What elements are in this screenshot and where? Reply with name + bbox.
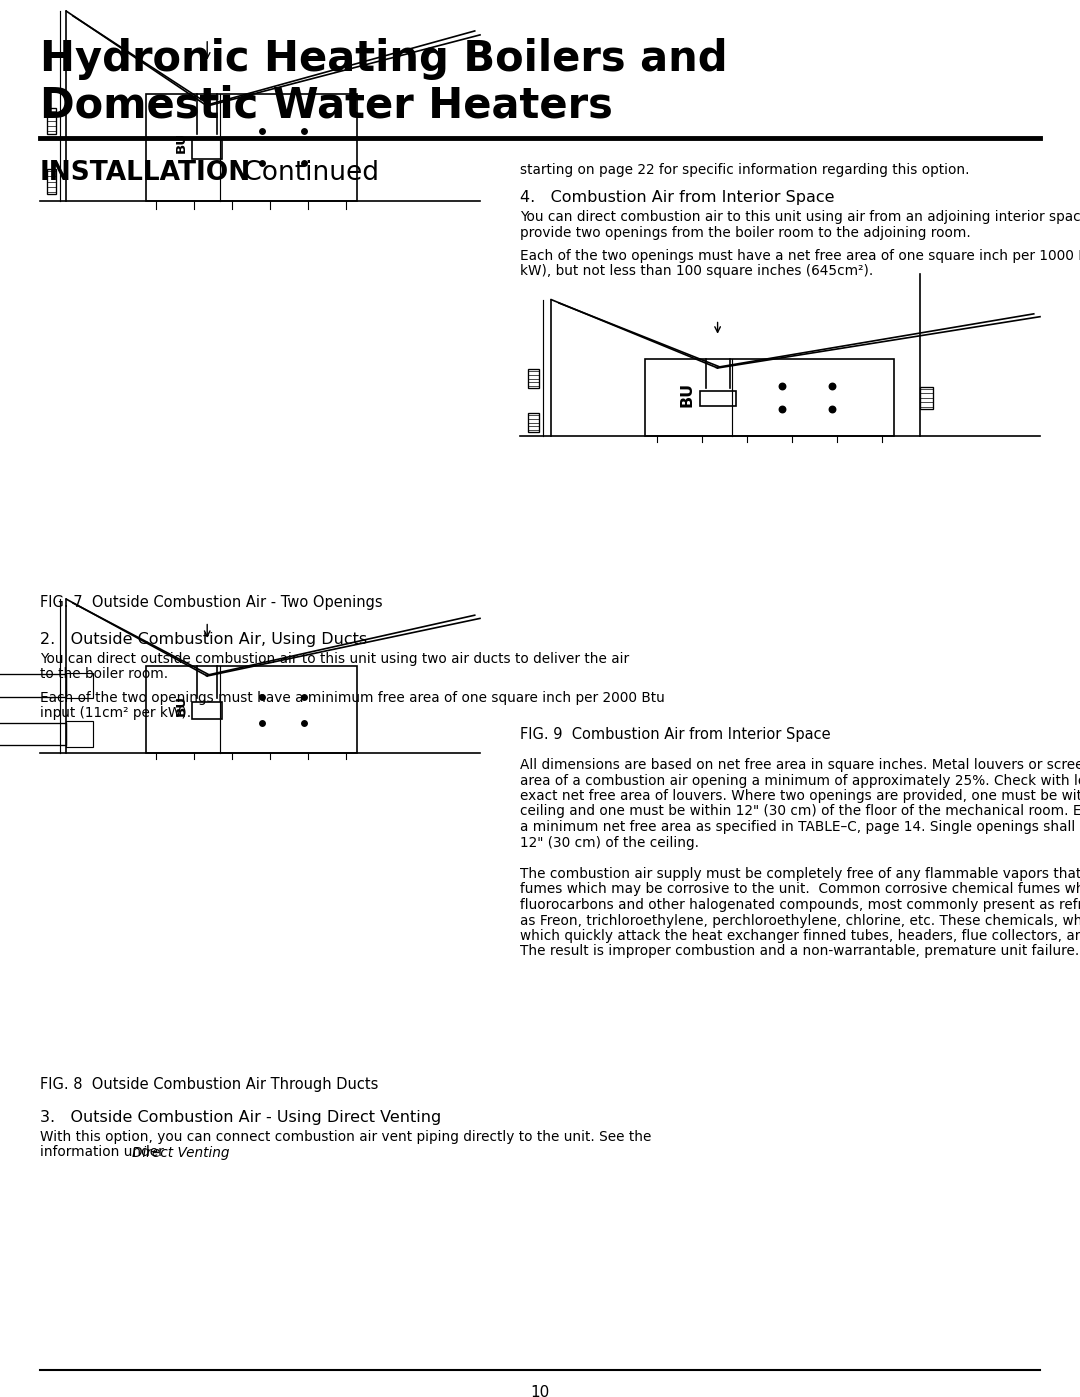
Text: You can direct outside combustion air to this unit using two air ducts to delive: You can direct outside combustion air to… bbox=[40, 652, 630, 666]
Text: The combustion air supply must be completely free of any flammable vapors that m: The combustion air supply must be comple… bbox=[519, 868, 1080, 882]
Text: information under: information under bbox=[40, 1146, 168, 1160]
Text: fluorocarbons and other halogenated compounds, most commonly present as refriger: fluorocarbons and other halogenated comp… bbox=[519, 898, 1080, 912]
Text: 2.   Outside Combustion Air, Using Ducts: 2. Outside Combustion Air, Using Ducts bbox=[40, 631, 367, 647]
Text: Domestic Water Heaters: Domestic Water Heaters bbox=[40, 85, 612, 127]
Text: input (11cm² per kW).: input (11cm² per kW). bbox=[40, 707, 191, 721]
Text: Each of the two openings must have a minimum free area of one square inch per 20: Each of the two openings must have a min… bbox=[40, 692, 665, 705]
Text: area of a combustion air opening a minimum of approximately 25%. Check with louv: area of a combustion air opening a minim… bbox=[519, 774, 1080, 788]
Text: ceiling and one must be within 12" (30 cm) of the floor of the mechanical room. : ceiling and one must be within 12" (30 c… bbox=[519, 805, 1080, 819]
Text: exact net free area of louvers. Where two openings are provided, one must be wit: exact net free area of louvers. Where tw… bbox=[519, 789, 1080, 803]
Text: INSTALLATION: INSTALLATION bbox=[40, 161, 252, 186]
Text: kW), but not less than 100 square inches (645cm²).: kW), but not less than 100 square inches… bbox=[519, 264, 874, 278]
Bar bbox=[192, 137, 222, 159]
Text: You can direct combustion air to this unit using air from an adjoining interior : You can direct combustion air to this un… bbox=[519, 210, 1080, 224]
Bar bbox=[645, 359, 894, 436]
Text: 12" (30 cm) of the ceiling.: 12" (30 cm) of the ceiling. bbox=[519, 835, 699, 849]
Bar bbox=[700, 391, 735, 407]
Text: fumes which may be corrosive to the unit.  Common corrosive chemical fumes which: fumes which may be corrosive to the unit… bbox=[519, 883, 1080, 897]
Text: With this option, you can connect combustion air vent piping directly to the uni: With this option, you can connect combus… bbox=[40, 1130, 651, 1144]
Bar bbox=[46, 169, 56, 194]
Text: BU: BU bbox=[679, 381, 694, 407]
Text: which quickly attack the heat exchanger finned tubes, headers, flue collectors, : which quickly attack the heat exchanger … bbox=[519, 929, 1080, 943]
Text: Direct Venting: Direct Venting bbox=[132, 1146, 229, 1160]
Text: The result is improper combustion and a non-warrantable, premature unit failure.: The result is improper combustion and a … bbox=[519, 944, 1079, 958]
Bar bbox=[920, 387, 933, 409]
Text: 3.   Outside Combustion Air - Using Direct Venting: 3. Outside Combustion Air - Using Direct… bbox=[40, 1111, 442, 1125]
Text: Continued: Continued bbox=[235, 161, 379, 186]
Bar bbox=[146, 94, 356, 201]
Bar bbox=[528, 414, 539, 432]
Text: as Freon, trichloroethylene, perchloroethylene, chlorine, etc. These chemicals, : as Freon, trichloroethylene, perchloroet… bbox=[519, 914, 1080, 928]
Text: FIG. 7  Outside Combustion Air - Two Openings: FIG. 7 Outside Combustion Air - Two Open… bbox=[40, 595, 382, 610]
Bar bbox=[0, 722, 66, 745]
Text: FIG. 9  Combustion Air from Interior Space: FIG. 9 Combustion Air from Interior Spac… bbox=[519, 726, 831, 742]
Text: to the boiler room.: to the boiler room. bbox=[40, 668, 168, 682]
Text: a minimum net free area as specified in TABLE–C, page 14. Single openings shall : a minimum net free area as specified in … bbox=[519, 820, 1080, 834]
Bar bbox=[66, 721, 93, 746]
Text: FIG. 8  Outside Combustion Air Through Ducts: FIG. 8 Outside Combustion Air Through Du… bbox=[40, 1077, 378, 1092]
Bar bbox=[146, 666, 356, 753]
Text: Hydronic Heating Boilers and: Hydronic Heating Boilers and bbox=[40, 38, 728, 80]
Text: All dimensions are based on net free area in square inches. Metal louvers or scr: All dimensions are based on net free are… bbox=[519, 759, 1080, 773]
Bar bbox=[0, 675, 66, 697]
Bar bbox=[66, 672, 93, 698]
Text: 4.   Combustion Air from Interior Space: 4. Combustion Air from Interior Space bbox=[519, 190, 835, 205]
Text: BU: BU bbox=[175, 131, 188, 152]
Text: 10: 10 bbox=[530, 1384, 550, 1397]
Text: provide two openings from the boiler room to the adjoining room.: provide two openings from the boiler roo… bbox=[519, 225, 971, 239]
Text: starting on page 22 for specific information regarding this option.: starting on page 22 for specific informa… bbox=[519, 163, 970, 177]
Text: Each of the two openings must have a net free area of one square inch per 1000 B: Each of the two openings must have a net… bbox=[519, 249, 1080, 263]
Text: BU: BU bbox=[175, 694, 188, 715]
Bar bbox=[528, 369, 539, 388]
Bar bbox=[192, 701, 222, 719]
Bar bbox=[46, 108, 56, 134]
